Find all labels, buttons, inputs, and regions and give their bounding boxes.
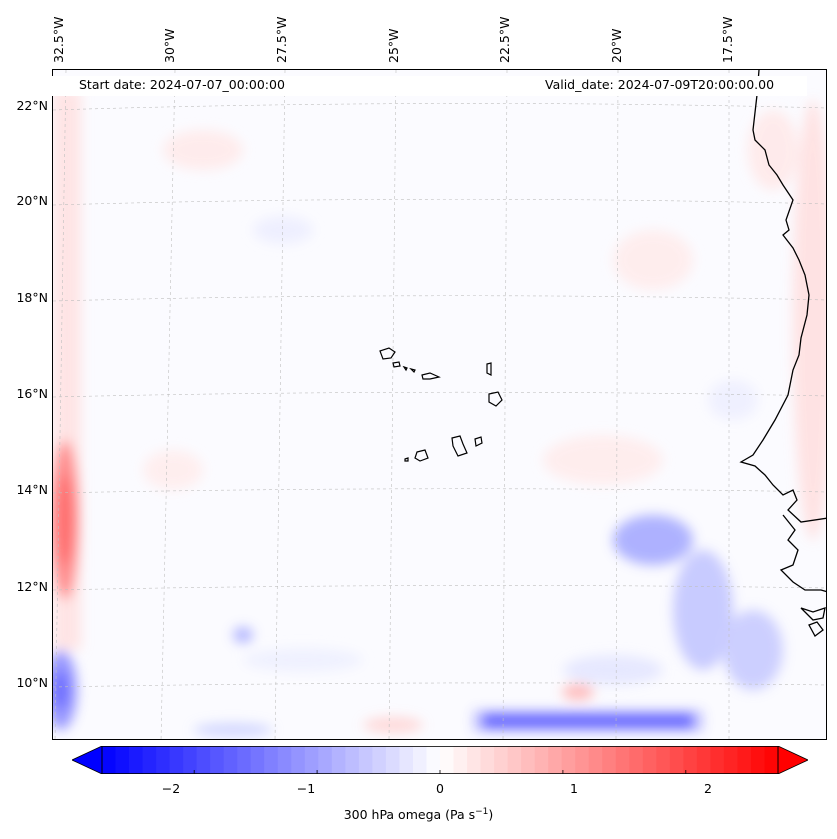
colorbar-segment bbox=[710, 746, 725, 774]
lon-label-20w: 20°W bbox=[609, 28, 624, 63]
lat-label-12n: 12°N bbox=[16, 579, 48, 594]
colorbar-segment bbox=[575, 746, 590, 774]
colorbar-segment bbox=[345, 746, 360, 774]
lon-label-22-5w: 22.5°W bbox=[497, 16, 512, 63]
colorbar-segment bbox=[385, 746, 401, 774]
colorbar-tick-label-neg2: −2 bbox=[161, 781, 181, 796]
colorbar-segment bbox=[250, 746, 265, 774]
colorbar-segment bbox=[642, 746, 657, 774]
colorbar-segment bbox=[696, 746, 711, 774]
valid-date-label: Valid_date: 2024-07-09T20:00:00.00 bbox=[545, 77, 775, 92]
colorbar-segment bbox=[318, 746, 333, 774]
colorbar-segment bbox=[723, 746, 739, 774]
lon-label-30w: 30°W bbox=[162, 28, 177, 63]
omega-field-map bbox=[53, 70, 826, 739]
colorbar-segment bbox=[467, 746, 482, 774]
lat-label-14n: 14°N bbox=[16, 482, 48, 497]
colorbar-segment bbox=[291, 746, 306, 774]
lat-label-10n: 10°N bbox=[16, 675, 48, 690]
colorbar-segment bbox=[480, 746, 495, 774]
colorbar-segment bbox=[372, 746, 387, 774]
colorbar-ticks bbox=[193, 770, 687, 774]
colorbar-segment bbox=[102, 746, 117, 774]
colorbar-segment bbox=[737, 746, 752, 774]
colorbar bbox=[71, 745, 809, 775]
colorbar-segment bbox=[656, 746, 671, 774]
colorbar-segment bbox=[750, 746, 766, 774]
lat-label-16n: 16°N bbox=[16, 386, 48, 401]
colorbar-segment bbox=[629, 746, 644, 774]
colorbar-title-text: 300 hPa omega (Pa s bbox=[343, 807, 476, 823]
colorbar-segment bbox=[264, 746, 279, 774]
colorbar-segment bbox=[223, 746, 238, 774]
colorbar-segment bbox=[561, 746, 576, 774]
colorbar-segment bbox=[142, 746, 157, 774]
colorbar-segment bbox=[399, 746, 414, 774]
colorbar-segment bbox=[534, 746, 549, 774]
colorbar-segment bbox=[210, 746, 225, 774]
colorbar-extend-max bbox=[777, 745, 809, 775]
colorbar-segment bbox=[507, 746, 522, 774]
lon-label-32-5w: 32.5°W bbox=[51, 16, 66, 63]
cape-verde-islands bbox=[379, 347, 503, 462]
colorbar-segment bbox=[602, 746, 617, 774]
colorbar-segment bbox=[196, 746, 211, 774]
colorbar-segment bbox=[277, 746, 292, 774]
header-band bbox=[52, 76, 807, 96]
lat-label-22n: 22°N bbox=[16, 98, 48, 113]
omega-shading bbox=[53, 70, 826, 739]
colorbar-segments bbox=[102, 746, 779, 774]
map-panel bbox=[52, 69, 827, 740]
colorbar-segment bbox=[615, 746, 630, 774]
colorbar-segment bbox=[412, 746, 428, 774]
colorbar-tick-label-0: 0 bbox=[436, 781, 444, 796]
colorbar-segment bbox=[358, 746, 373, 774]
colorbar-segment bbox=[129, 746, 144, 774]
colorbar-title-exponent: −1 bbox=[475, 807, 489, 817]
colorbar-extend-min bbox=[71, 745, 103, 775]
lat-label-20n: 20°N bbox=[16, 193, 48, 208]
colorbar-segment bbox=[669, 746, 684, 774]
colorbar-segment bbox=[683, 746, 698, 774]
start-date-label: Start date: 2024-07-07_00:00:00 bbox=[79, 77, 285, 92]
colorbar-segment bbox=[494, 746, 509, 774]
colorbar-segment bbox=[237, 746, 252, 774]
colorbar-segment bbox=[521, 746, 536, 774]
colorbar-segment bbox=[453, 746, 468, 774]
colorbar-title-suffix: ) bbox=[488, 807, 494, 823]
colorbar-segment bbox=[115, 746, 130, 774]
colorbar-segment bbox=[169, 746, 184, 774]
colorbar-tick-label-2: 2 bbox=[704, 781, 712, 796]
colorbar-segment bbox=[764, 746, 779, 774]
lon-label-17-5w: 17.5°W bbox=[720, 16, 735, 63]
colorbar-segment bbox=[331, 746, 346, 774]
colorbar-svg bbox=[71, 745, 809, 775]
graticule bbox=[53, 70, 826, 739]
colorbar-segment bbox=[426, 746, 441, 774]
colorbar-tick-label-1: 1 bbox=[570, 781, 578, 796]
colorbar-segment bbox=[588, 746, 603, 774]
colorbar-segment bbox=[304, 746, 319, 774]
lat-label-18n: 18°N bbox=[16, 290, 48, 305]
colorbar-segment bbox=[156, 746, 171, 774]
african-coastline bbox=[739, 70, 826, 637]
colorbar-segment bbox=[440, 746, 455, 774]
lon-label-25w: 25°W bbox=[386, 28, 401, 63]
lon-label-27-5w: 27.5°W bbox=[274, 16, 289, 63]
colorbar-tick-label-neg1: −1 bbox=[296, 781, 316, 796]
colorbar-segment bbox=[183, 746, 198, 774]
colorbar-title: 300 hPa omega (Pa s−1) bbox=[0, 807, 837, 822]
colorbar-segment bbox=[548, 746, 563, 774]
